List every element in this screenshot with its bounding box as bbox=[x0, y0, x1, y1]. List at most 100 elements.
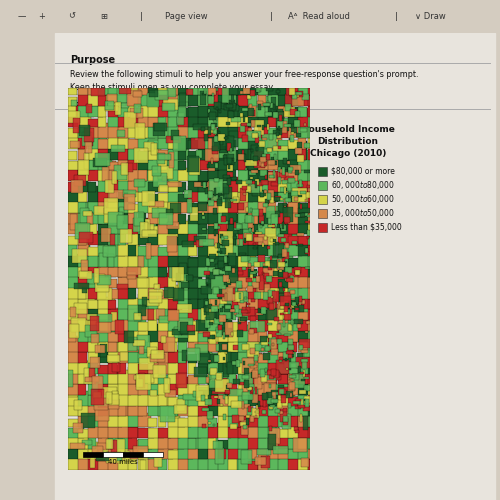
Bar bbox=[118, 244, 139, 256]
Bar bbox=[208, 423, 218, 438]
Bar bbox=[195, 344, 208, 354]
Bar bbox=[208, 91, 224, 106]
Bar bbox=[238, 198, 255, 213]
Bar bbox=[288, 149, 303, 170]
Bar bbox=[98, 88, 117, 96]
Bar bbox=[268, 128, 281, 138]
Bar bbox=[98, 241, 114, 256]
Bar bbox=[228, 252, 236, 266]
Bar bbox=[112, 391, 118, 400]
Bar bbox=[284, 199, 286, 206]
Bar bbox=[288, 192, 306, 202]
Bar bbox=[298, 366, 301, 372]
Bar bbox=[85, 326, 97, 338]
Bar bbox=[118, 204, 135, 224]
Bar bbox=[208, 354, 224, 363]
Bar bbox=[298, 116, 310, 138]
Bar bbox=[188, 229, 197, 245]
Bar bbox=[318, 166, 327, 175]
Bar bbox=[78, 391, 90, 406]
Bar bbox=[208, 441, 218, 460]
Bar bbox=[269, 426, 272, 432]
Bar bbox=[298, 354, 307, 363]
Bar bbox=[271, 370, 276, 376]
Bar bbox=[104, 198, 118, 214]
Bar bbox=[298, 454, 308, 470]
Bar bbox=[198, 204, 209, 213]
Bar bbox=[118, 358, 126, 374]
Bar bbox=[208, 132, 228, 149]
Bar bbox=[298, 236, 310, 245]
Text: Review the following stimuli to help you answer your free-response question's pr: Review the following stimuli to help you… bbox=[70, 70, 418, 78]
Bar bbox=[278, 454, 292, 470]
Bar bbox=[268, 229, 277, 245]
Bar bbox=[270, 197, 274, 203]
Bar bbox=[138, 351, 153, 363]
Bar bbox=[148, 166, 165, 181]
Bar bbox=[140, 460, 146, 470]
Bar bbox=[148, 116, 166, 138]
Bar bbox=[214, 188, 216, 196]
Bar bbox=[237, 416, 244, 421]
Bar bbox=[108, 119, 128, 138]
Bar bbox=[128, 338, 137, 351]
Bar bbox=[248, 427, 266, 438]
Bar bbox=[278, 230, 292, 245]
Bar bbox=[168, 310, 180, 331]
Bar bbox=[238, 88, 256, 96]
Bar bbox=[138, 372, 148, 384]
Bar bbox=[228, 310, 236, 320]
Bar bbox=[210, 258, 214, 262]
Bar bbox=[86, 104, 92, 114]
Bar bbox=[198, 172, 208, 181]
Bar bbox=[164, 378, 170, 393]
Bar bbox=[138, 428, 154, 438]
Bar bbox=[68, 395, 88, 416]
Bar bbox=[280, 124, 289, 130]
Bar bbox=[80, 208, 89, 222]
Bar bbox=[138, 128, 159, 149]
Bar bbox=[181, 330, 195, 335]
Bar bbox=[208, 317, 222, 331]
Bar bbox=[208, 268, 226, 288]
Bar bbox=[178, 160, 186, 170]
Bar bbox=[228, 416, 244, 427]
Bar bbox=[305, 400, 309, 407]
Bar bbox=[108, 308, 119, 331]
Bar bbox=[118, 278, 138, 288]
Bar bbox=[223, 188, 232, 199]
Bar bbox=[238, 439, 256, 460]
Bar bbox=[85, 142, 92, 153]
Bar bbox=[256, 404, 258, 409]
Bar bbox=[229, 100, 235, 105]
Bar bbox=[148, 264, 165, 278]
Bar bbox=[215, 448, 224, 464]
Bar bbox=[268, 206, 280, 224]
Bar bbox=[213, 208, 217, 214]
Bar bbox=[218, 106, 231, 117]
Bar bbox=[178, 278, 191, 298]
Bar bbox=[245, 123, 251, 126]
Bar bbox=[278, 238, 296, 256]
Bar bbox=[178, 123, 196, 138]
Bar bbox=[118, 222, 126, 245]
Bar bbox=[282, 250, 287, 257]
Bar bbox=[226, 136, 234, 151]
Bar bbox=[267, 324, 272, 326]
Bar bbox=[286, 278, 293, 281]
Bar bbox=[125, 450, 130, 462]
Bar bbox=[250, 90, 255, 96]
Bar bbox=[108, 108, 120, 128]
Bar bbox=[255, 181, 257, 188]
Bar bbox=[241, 450, 252, 464]
Bar bbox=[228, 150, 238, 160]
Bar bbox=[297, 142, 302, 148]
Bar bbox=[148, 298, 157, 320]
Bar bbox=[288, 142, 307, 160]
Bar bbox=[248, 322, 256, 331]
Bar bbox=[218, 238, 237, 256]
Bar bbox=[208, 246, 229, 256]
Bar bbox=[146, 243, 151, 259]
Bar bbox=[138, 404, 147, 416]
Bar bbox=[212, 93, 214, 100]
